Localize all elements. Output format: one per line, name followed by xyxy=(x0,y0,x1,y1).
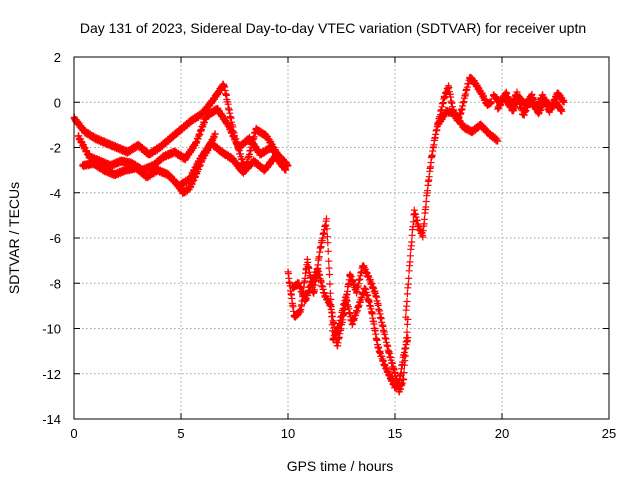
series-markers xyxy=(74,104,286,175)
y-tick-label: -4 xyxy=(49,186,61,201)
x-axis-label: GPS time / hours xyxy=(287,458,394,474)
y-tick-label: -8 xyxy=(49,276,61,291)
x-tick-label: 10 xyxy=(281,426,295,441)
y-tick-label: 0 xyxy=(54,95,61,110)
x-tick-label: 0 xyxy=(70,426,77,441)
y-tick-label: 2 xyxy=(54,50,61,65)
y-tick-label: -12 xyxy=(42,367,61,382)
series-track-f xyxy=(288,262,412,396)
series-markers xyxy=(288,262,412,396)
series-track-e xyxy=(284,215,412,392)
plot-area xyxy=(70,73,568,396)
series-markers xyxy=(284,215,412,392)
y-tick-label: -14 xyxy=(42,412,61,427)
x-tick-label: 15 xyxy=(388,426,402,441)
x-tick-label: 25 xyxy=(602,426,616,441)
series-track-d xyxy=(173,130,219,197)
chart-title: Day 131 of 2023, Sidereal Day-to-day VTE… xyxy=(80,20,586,36)
series-track-h xyxy=(434,106,502,145)
series-markers xyxy=(173,130,219,197)
series-markers xyxy=(494,88,566,119)
y-tick-label: -10 xyxy=(42,322,61,337)
y-tick-label: -6 xyxy=(49,231,61,246)
y-axis-label: SDTVAR / TECUs xyxy=(6,182,22,294)
plot-frame xyxy=(73,56,610,420)
series-track-b xyxy=(74,104,286,175)
series-markers xyxy=(434,106,502,145)
x-tick-label: 20 xyxy=(495,426,509,441)
series-track-j xyxy=(494,88,566,119)
y-tick-label: -2 xyxy=(49,141,61,156)
x-tick-label: 5 xyxy=(177,426,184,441)
